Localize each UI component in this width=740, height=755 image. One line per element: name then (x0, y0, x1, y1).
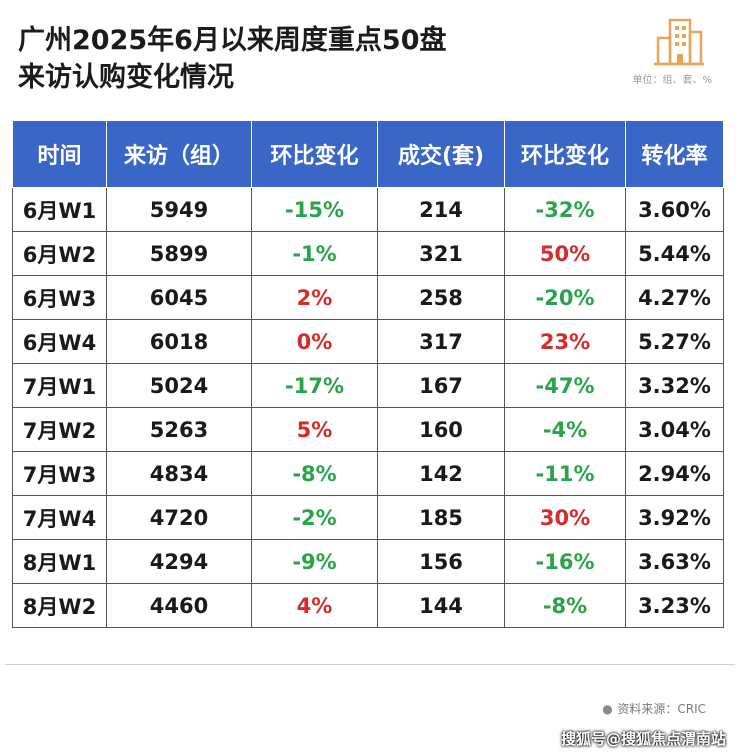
cell-deals-change: -16% (504, 539, 626, 584)
cell-time: 8月W2 (12, 583, 107, 628)
table-row: 6月W3 6045 2% 258 -20% 4.27% (12, 275, 724, 320)
cell-deals: 317 (377, 319, 505, 364)
cell-time: 7月W3 (12, 451, 107, 496)
cell-time: 6月W1 (12, 187, 107, 232)
cell-conversion-rate: 3.23% (625, 583, 724, 628)
cell-conversion-rate: 4.27% (625, 275, 724, 320)
cell-visits: 4294 (106, 539, 252, 584)
cell-deals-change: 30% (504, 495, 626, 540)
table-row: 8月W1 4294 -9% 156 -16% 3.63% (12, 539, 724, 584)
cell-visits-change: -9% (251, 539, 378, 584)
cell-visits: 5949 (106, 187, 252, 232)
cell-visits-change: 5% (251, 407, 378, 452)
cell-deals: 258 (377, 275, 505, 320)
cell-deals: 185 (377, 495, 505, 540)
cell-visits-change: -8% (251, 451, 378, 496)
cell-conversion-rate: 3.04% (625, 407, 724, 452)
title-line-1: 广州2025年6月以来周度重点50盘 (18, 25, 447, 56)
cell-visits-change: -2% (251, 495, 378, 540)
table-row: 6月W4 6018 0% 317 23% 5.27% (12, 319, 724, 364)
cell-visits: 5263 (106, 407, 252, 452)
cell-deals-change: -20% (504, 275, 626, 320)
cell-visits: 5024 (106, 363, 252, 408)
cell-visits-change: -15% (251, 187, 378, 232)
cell-time: 6月W4 (12, 319, 107, 364)
table-header-row: 时间 来访（组） 环比变化 成交(套) 环比变化 转化率 (12, 120, 724, 188)
header-deals-change: 环比变化 (504, 120, 626, 188)
cell-visits-change: 4% (251, 583, 378, 628)
cell-deals-change: -8% (504, 583, 626, 628)
cell-deals: 321 (377, 231, 505, 276)
cell-deals: 156 (377, 539, 505, 584)
cell-visits-change: -17% (251, 363, 378, 408)
cell-conversion-rate: 3.63% (625, 539, 724, 584)
source-note: ● 资料来源：CRIC (602, 700, 706, 717)
cell-visits-change: -1% (251, 231, 378, 276)
cell-deals-change: 50% (504, 231, 626, 276)
cell-time: 8月W1 (12, 539, 107, 584)
cell-visits: 4460 (106, 583, 252, 628)
weekly-visits-table: 时间 来访（组） 环比变化 成交(套) 环比变化 转化率 6月W1 5949 -15… (12, 120, 724, 628)
header-deals: 成交(套) (377, 120, 505, 188)
header-time: 时间 (12, 120, 107, 188)
header-visits-change: 环比变化 (251, 120, 378, 188)
cell-visits: 6045 (106, 275, 252, 320)
cell-deals-change: -4% (504, 407, 626, 452)
cell-visits: 4720 (106, 495, 252, 540)
table-row: 6月W2 5899 -1% 321 50% 5.44% (12, 231, 724, 276)
title-line-2: 来访认购变化情况 (18, 62, 234, 93)
building-icon (654, 18, 704, 66)
table-body: 6月W1 5949 -15% 214 -32% 3.60% 6月W2 5899 -1% 321 50… (12, 187, 724, 628)
cell-visits-change: 0% (251, 319, 378, 364)
cell-visits-change: 2% (251, 275, 378, 320)
cell-deals: 160 (377, 407, 505, 452)
cell-conversion-rate: 3.92% (625, 495, 724, 540)
cell-time: 7月W4 (12, 495, 107, 540)
table-row: 6月W1 5949 -15% 214 -32% 3.60% (12, 187, 724, 232)
cell-visits: 5899 (106, 231, 252, 276)
divider (5, 664, 735, 665)
table-row: 7月W4 4720 -2% 185 30% 3.92% (12, 495, 724, 540)
unit-note: 单位：组、套、% (632, 75, 712, 86)
table-row: 7月W3 4834 -8% 142 -11% 2.94% (12, 451, 724, 496)
header-conversion-rate: 转化率 (625, 120, 724, 188)
cell-deals: 167 (377, 363, 505, 408)
source-text: 资料来源：CRIC (617, 702, 706, 716)
table-row: 7月W1 5024 -17% 167 -47% 3.32% (12, 363, 724, 408)
header-visits: 来访（组） (106, 120, 252, 188)
cell-time: 6月W3 (12, 275, 107, 320)
cell-visits: 4834 (106, 451, 252, 496)
cell-conversion-rate: 5.27% (625, 319, 724, 364)
cell-time: 6月W2 (12, 231, 107, 276)
cell-conversion-rate: 3.32% (625, 363, 724, 408)
cell-time: 7月W1 (12, 363, 107, 408)
cell-visits: 6018 (106, 319, 252, 364)
cell-deals-change: 23% (504, 319, 626, 364)
cell-time: 7月W2 (12, 407, 107, 452)
cell-conversion-rate: 2.94% (625, 451, 724, 496)
table-row: 8月W2 4460 4% 144 -8% 3.23% (12, 583, 724, 628)
cell-conversion-rate: 5.44% (625, 231, 724, 276)
table-row: 7月W2 5263 5% 160 -4% 3.04% (12, 407, 724, 452)
watermark-credit: 搜狐号@搜狐焦点渭南站 (560, 730, 726, 748)
cell-deals-change: -32% (504, 187, 626, 232)
cell-conversion-rate: 3.60% (625, 187, 724, 232)
cell-deals: 142 (377, 451, 505, 496)
info-icon: ● (602, 702, 613, 716)
cell-deals-change: -11% (504, 451, 626, 496)
cell-deals-change: -47% (504, 363, 626, 408)
cell-deals: 144 (377, 583, 505, 628)
page-title: 广州2025年6月以来周度重点50盘 来访认购变化情况 (18, 22, 447, 96)
cell-deals: 214 (377, 187, 505, 232)
